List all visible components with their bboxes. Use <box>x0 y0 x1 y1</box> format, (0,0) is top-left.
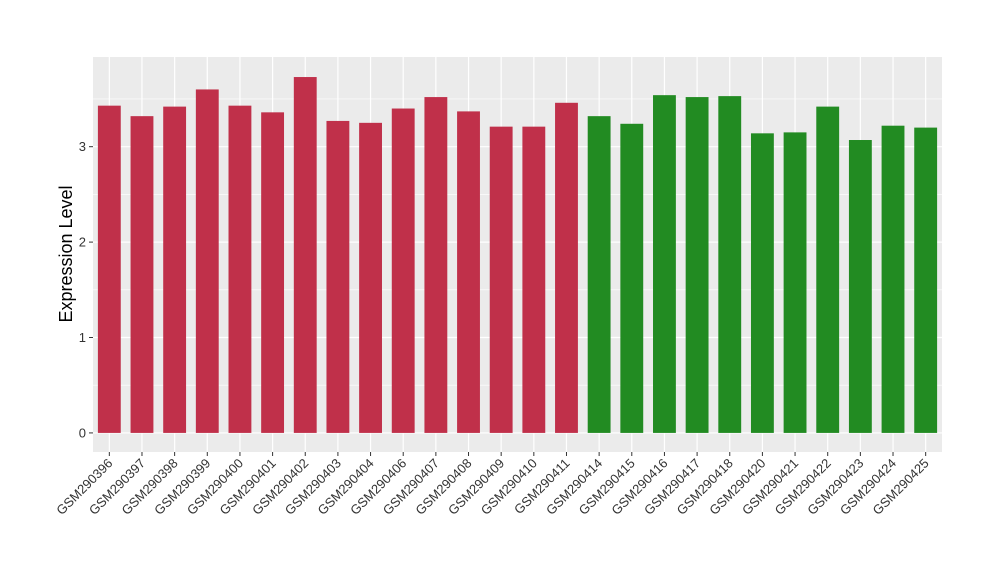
bar-GSM290423 <box>848 140 872 433</box>
bar-GSM290403 <box>326 120 350 433</box>
y-tick-label: 3 <box>79 139 86 154</box>
y-axis-label: Expression Level <box>56 185 76 322</box>
bar-GSM290400 <box>228 105 252 433</box>
bar-GSM290406 <box>391 108 415 433</box>
bar-GSM290414 <box>587 116 611 433</box>
y-tick-label: 0 <box>79 425 86 440</box>
bar-GSM290402 <box>293 77 317 433</box>
bar-GSM290404 <box>359 122 382 433</box>
bar-GSM290409 <box>489 126 513 433</box>
bar-GSM290396 <box>97 105 121 433</box>
bar-GSM290420 <box>750 133 774 433</box>
bar-GSM290408 <box>457 111 480 433</box>
bar-GSM290401 <box>261 112 285 433</box>
bar-GSM290422 <box>816 106 840 433</box>
bar-GSM290399 <box>195 89 219 433</box>
bar-GSM290398 <box>163 106 187 433</box>
bar-GSM290421 <box>783 132 807 433</box>
y-tick-label: 2 <box>79 235 86 250</box>
bar-GSM290415 <box>620 123 644 433</box>
bar-GSM290407 <box>424 97 448 433</box>
plot-panel <box>93 57 942 452</box>
bar-GSM290425 <box>914 127 938 433</box>
bar-GSM290417 <box>685 97 709 433</box>
bar-GSM290418 <box>718 96 742 433</box>
y-tick-label: 1 <box>79 330 86 345</box>
bar-GSM290411 <box>555 102 578 433</box>
bar-GSM290424 <box>881 125 905 433</box>
bar-GSM290397 <box>130 116 154 433</box>
bar-GSM290410 <box>522 126 546 433</box>
bar-GSM290416 <box>653 95 676 433</box>
